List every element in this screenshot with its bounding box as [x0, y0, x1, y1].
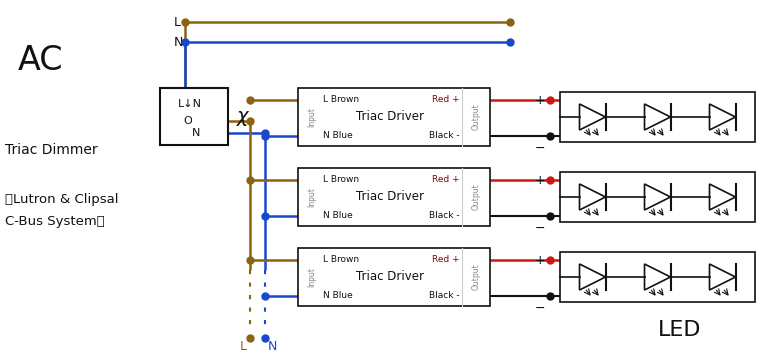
Bar	[298, 168, 490, 226]
Text: Red +: Red +	[432, 256, 460, 264]
Text: N: N	[268, 339, 278, 353]
Bar	[560, 172, 755, 222]
Bar	[298, 248, 490, 306]
Text: −: −	[535, 222, 545, 235]
Text: L↓N: L↓N	[178, 99, 202, 109]
Text: Output: Output	[471, 264, 480, 290]
Text: Black -: Black -	[429, 131, 460, 141]
Text: N: N	[192, 128, 200, 138]
Text: Triac Driver: Triac Driver	[356, 110, 424, 124]
Text: $\chi$: $\chi$	[236, 109, 251, 127]
Text: +: +	[535, 174, 546, 186]
Text: Input: Input	[307, 107, 317, 127]
Text: −: −	[535, 301, 545, 315]
Text: Black -: Black -	[429, 291, 460, 300]
Text: Output: Output	[471, 184, 480, 211]
Text: +: +	[535, 93, 546, 106]
Text: L Brown: L Brown	[323, 95, 359, 104]
Text: −: −	[535, 142, 545, 154]
Text: Black -: Black -	[429, 212, 460, 220]
Text: N: N	[174, 36, 183, 49]
Text: L: L	[174, 16, 181, 28]
Text: （Lutron & Clipsal: （Lutron & Clipsal	[5, 193, 119, 207]
Text: O: O	[183, 116, 193, 126]
Text: C-Bus System）: C-Bus System）	[5, 215, 105, 229]
Text: N Blue: N Blue	[323, 131, 353, 141]
Text: Output: Output	[471, 104, 480, 130]
Bar	[160, 88, 228, 145]
Text: N Blue: N Blue	[323, 212, 353, 220]
Text: L Brown: L Brown	[323, 175, 359, 185]
Text: L Brown: L Brown	[323, 256, 359, 264]
Bar	[560, 92, 755, 142]
Text: Red +: Red +	[432, 175, 460, 185]
Text: Red +: Red +	[432, 95, 460, 104]
Bar	[560, 252, 755, 302]
Text: +: +	[535, 253, 546, 267]
Bar	[298, 88, 490, 146]
Text: L: L	[240, 339, 247, 353]
Text: Triac Driver: Triac Driver	[356, 191, 424, 203]
Text: Input: Input	[307, 267, 317, 287]
Text: Triac Driver: Triac Driver	[356, 271, 424, 284]
Text: LED: LED	[658, 320, 702, 340]
Text: N Blue: N Blue	[323, 291, 353, 300]
Text: AC: AC	[18, 44, 63, 76]
Text: Triac Dimmer: Triac Dimmer	[5, 143, 98, 157]
Text: Input: Input	[307, 187, 317, 207]
